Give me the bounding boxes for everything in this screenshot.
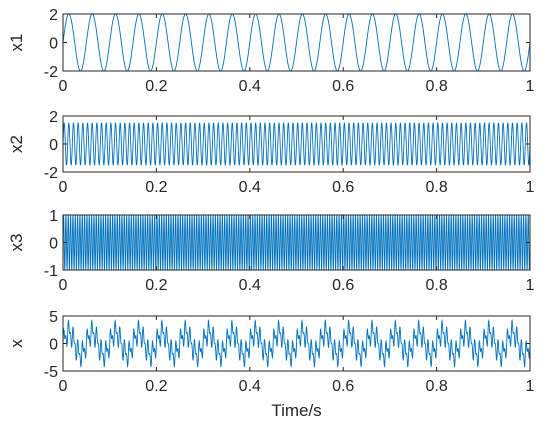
y-tick-label: -2 bbox=[44, 64, 58, 81]
x-tick-label: 0.8 bbox=[425, 78, 447, 95]
x-tick-label: 0.2 bbox=[145, 277, 167, 294]
x-tick-label: 0.4 bbox=[239, 378, 261, 395]
series-line bbox=[63, 215, 530, 270]
y-axis-label: x1 bbox=[7, 34, 26, 52]
y-tick-label: -2 bbox=[44, 165, 58, 182]
y-axis-label: x bbox=[7, 339, 26, 348]
x-tick-label: 0.6 bbox=[332, 179, 354, 196]
y-tick-label: 1 bbox=[49, 208, 58, 225]
y-tick-label: 0 bbox=[49, 236, 58, 253]
x-tick-label: 0.6 bbox=[332, 78, 354, 95]
x-tick-label: 1 bbox=[526, 78, 535, 95]
series-line bbox=[63, 14, 530, 71]
x-tick-label: 0.8 bbox=[425, 179, 447, 196]
x-tick-label: 1 bbox=[526, 378, 535, 395]
x-tick-label: 0 bbox=[59, 378, 68, 395]
y-tick-label: 0 bbox=[49, 36, 58, 53]
y-tick-label: 0 bbox=[49, 137, 58, 154]
x-tick-label: 1 bbox=[526, 179, 535, 196]
x-axis-label: Time/s bbox=[271, 401, 321, 420]
x-tick-label: 0.2 bbox=[145, 378, 167, 395]
y-tick-label: 2 bbox=[49, 109, 58, 126]
x-tick-label: 0 bbox=[59, 277, 68, 294]
x-tick-label: 0.8 bbox=[425, 277, 447, 294]
x-tick-label: 0.6 bbox=[332, 277, 354, 294]
series-line bbox=[63, 319, 530, 368]
x-tick-label: 0 bbox=[59, 179, 68, 196]
y-tick-label: 5 bbox=[49, 309, 58, 326]
y-axis-label: x2 bbox=[7, 135, 26, 153]
y-axis-label: x3 bbox=[7, 234, 26, 252]
x-tick-label: 0.4 bbox=[239, 277, 261, 294]
x-tick-label: 0.4 bbox=[239, 78, 261, 95]
y-tick-label: -1 bbox=[44, 263, 58, 280]
x-tick-label: 0.8 bbox=[425, 378, 447, 395]
x-tick-label: 0.4 bbox=[239, 179, 261, 196]
x-tick-label: 0 bbox=[59, 78, 68, 95]
series-line bbox=[63, 122, 530, 166]
x-tick-label: 0.2 bbox=[145, 179, 167, 196]
x-tick-label: 1 bbox=[526, 277, 535, 294]
y-tick-label: 2 bbox=[49, 7, 58, 24]
x-tick-label: 0.2 bbox=[145, 78, 167, 95]
x-tick-label: 0.6 bbox=[332, 378, 354, 395]
y-tick-label: 0 bbox=[49, 337, 58, 354]
y-tick-label: -5 bbox=[44, 364, 58, 381]
